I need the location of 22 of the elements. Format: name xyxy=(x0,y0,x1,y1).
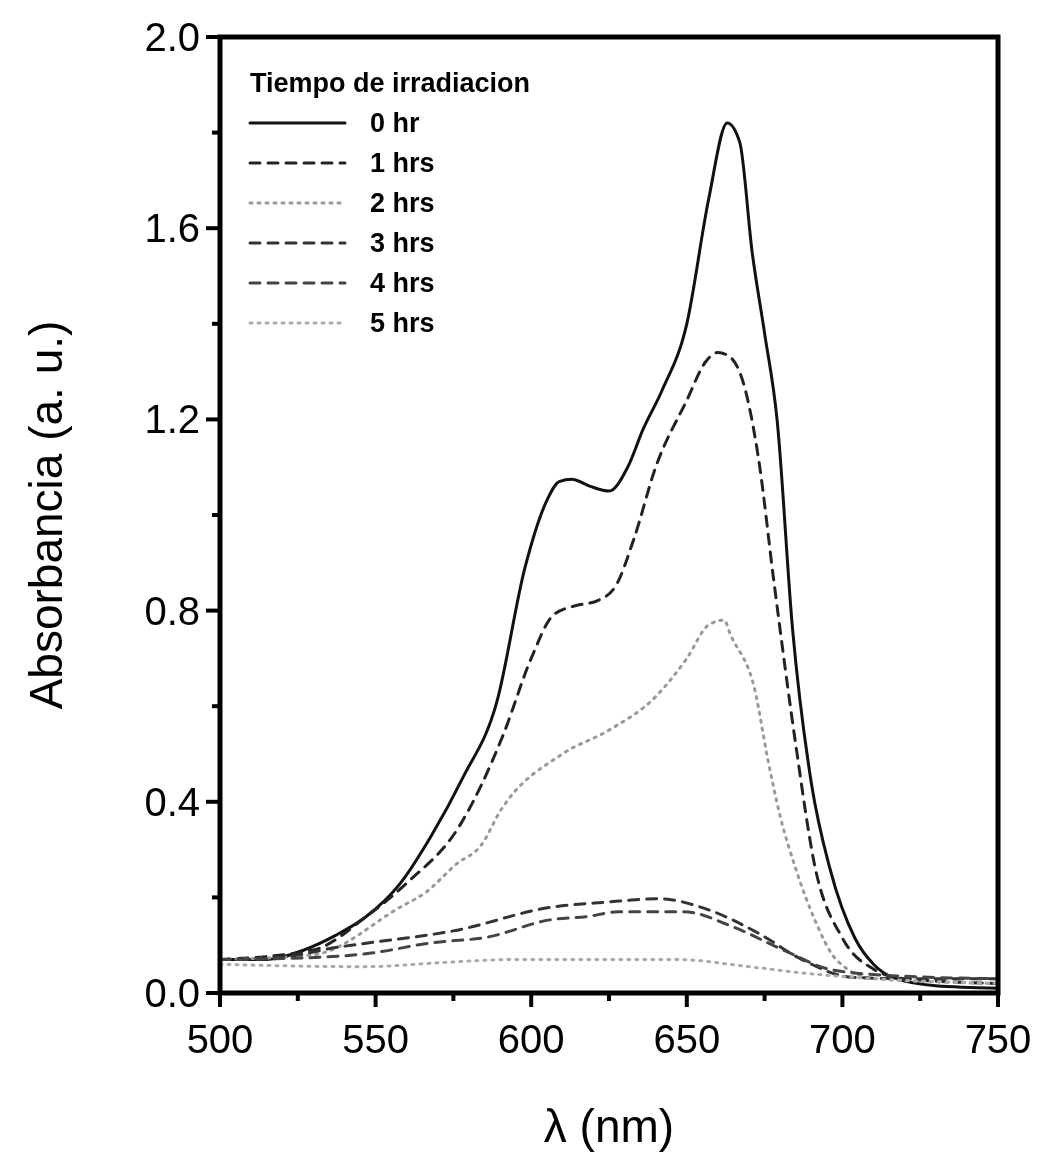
line-series xyxy=(220,910,998,981)
x-tick-label: 500 xyxy=(186,1017,254,1061)
x-tick-label: 750 xyxy=(964,1017,1032,1061)
x-tick-label: 600 xyxy=(497,1017,565,1061)
legend-label: 5 hrs xyxy=(370,308,435,338)
y-tick-label: 0.4 xyxy=(144,779,200,824)
x-tick-label: 550 xyxy=(342,1017,409,1061)
y-tick-label: 1.2 xyxy=(144,397,200,442)
x-tick-label: 650 xyxy=(653,1017,721,1061)
x-axis-title: λ (nm) xyxy=(543,1100,675,1152)
legend-label: 4 hrs xyxy=(370,268,435,298)
legend-label: 1 hrs xyxy=(370,148,435,178)
x-tick-label: 700 xyxy=(809,1017,876,1061)
legend-label: 0 hr xyxy=(370,108,421,138)
y-tick-label: 1.6 xyxy=(144,206,200,251)
y-tick-label: 0.8 xyxy=(144,588,200,633)
legend-title: Tiempo de irradiacion xyxy=(250,68,531,98)
y-tick-label: 0.0 xyxy=(144,971,200,1015)
y-axis-title: Absorbancia (a. u.) xyxy=(20,320,72,710)
legend-label: 3 hrs xyxy=(370,228,435,258)
y-tick-label: 2.0 xyxy=(144,15,200,59)
legend-label: 2 hrs xyxy=(370,188,435,218)
